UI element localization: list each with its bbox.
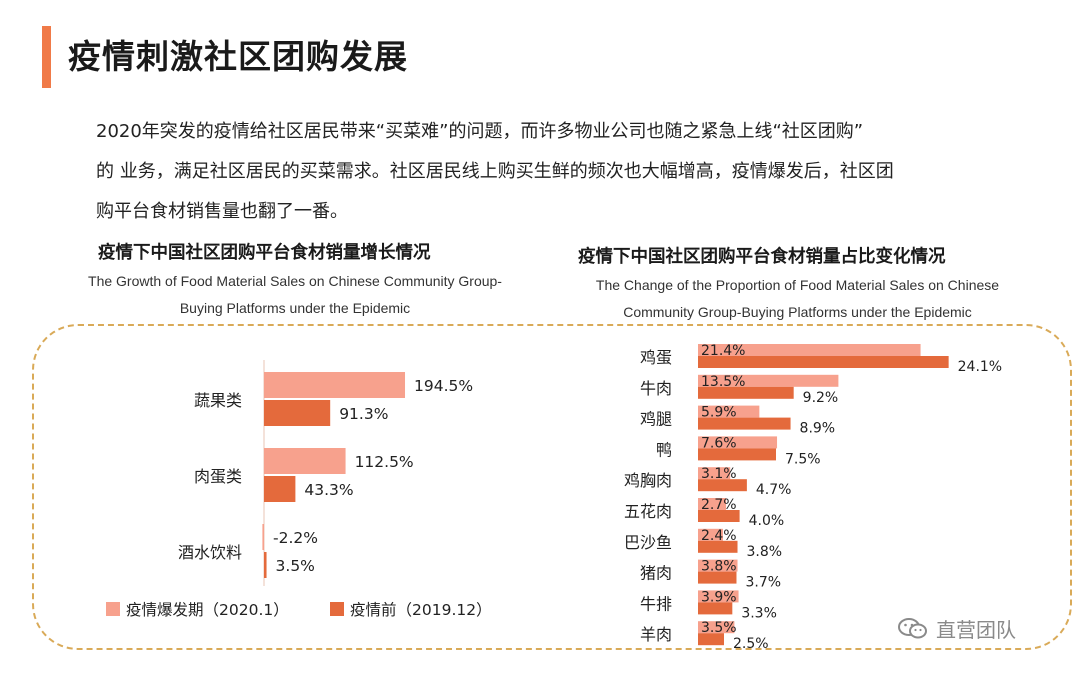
legend-swatch bbox=[330, 602, 344, 616]
intro-line: 的 业务，满足社区居民的买菜需求。社区居民线上购买生鲜的频次也大幅增高，疫情爆发… bbox=[96, 161, 894, 182]
category-label: 酒水饮料 bbox=[178, 543, 242, 562]
watermark-text: 直营团队 bbox=[936, 618, 1016, 642]
bar bbox=[698, 559, 738, 572]
bar bbox=[698, 436, 778, 449]
category-label: 鸡胸肉 bbox=[624, 471, 672, 490]
data-label: -2.2% bbox=[273, 529, 318, 547]
bar bbox=[698, 417, 791, 430]
data-label: 21.4% bbox=[701, 343, 745, 359]
category-label: 肉蛋类 bbox=[194, 467, 242, 486]
category-label: 鸡腿 bbox=[640, 410, 672, 429]
legend-label: 疫情爆发期（2020.1） bbox=[126, 600, 289, 619]
data-label: 3.9% bbox=[701, 589, 737, 605]
data-label: 194.5% bbox=[414, 377, 473, 395]
page-title: 疫情刺激社区团购发展 bbox=[68, 37, 408, 76]
data-label: 91.3% bbox=[339, 405, 388, 423]
category-label: 牛排 bbox=[640, 594, 672, 613]
category-label: 巴沙鱼 bbox=[624, 533, 672, 552]
bar bbox=[698, 479, 747, 492]
category-label: 猪肉 bbox=[640, 564, 672, 583]
charts-dashed-frame bbox=[32, 324, 1072, 650]
bar bbox=[698, 528, 723, 541]
legend-swatch bbox=[106, 602, 120, 616]
data-label: 5.9% bbox=[701, 405, 737, 421]
left-chart-subtitle: The Growth of Food Material Sales on Chi… bbox=[40, 268, 550, 322]
right-chart-title: 疫情下中国社区团购平台食材销量占比变化情况 bbox=[578, 247, 946, 267]
data-label: 3.8% bbox=[747, 544, 783, 560]
bar bbox=[698, 405, 760, 418]
data-label: 3.5% bbox=[276, 557, 315, 575]
data-label: 112.5% bbox=[355, 453, 414, 471]
bar bbox=[698, 633, 724, 646]
bar bbox=[698, 374, 839, 387]
data-label: 2.7% bbox=[701, 497, 737, 513]
title-accent-bar bbox=[42, 26, 51, 88]
right-chart-subtitle-line: Community Group-Buying Platforms under t… bbox=[623, 304, 972, 320]
data-label: 8.9% bbox=[800, 421, 836, 437]
bar bbox=[698, 386, 794, 399]
bar bbox=[264, 552, 267, 578]
bar bbox=[698, 344, 921, 356]
left-chart-subtitle-line: Buying Platforms under the Epidemic bbox=[179, 300, 411, 316]
intro-line: 购平台食材销售量也翻了一番。 bbox=[96, 201, 348, 222]
left-chart-title: 疫情下中国社区团购平台食材销量增长情况 bbox=[98, 243, 431, 263]
intro-paragraph: 2020年突发的疫情给社区居民带来“买菜难”的问题，而许多物业公司也随之紧急上线… bbox=[96, 112, 1026, 232]
bar bbox=[698, 356, 949, 368]
watermark: 直营团队 bbox=[898, 614, 1016, 643]
wechat-icon bbox=[898, 617, 928, 641]
data-label: 7.5% bbox=[785, 451, 821, 467]
bar bbox=[698, 571, 737, 584]
data-label: 7.6% bbox=[701, 435, 737, 451]
legend-label: 疫情前（2019.12） bbox=[350, 601, 492, 619]
bar bbox=[698, 467, 731, 480]
category-label: 羊肉 bbox=[640, 625, 672, 644]
category-label: 鸭 bbox=[656, 440, 672, 459]
data-label: 2.4% bbox=[701, 528, 737, 544]
bar bbox=[262, 524, 264, 550]
bar bbox=[698, 510, 740, 522]
bar bbox=[698, 602, 733, 615]
right-chart-subtitle: The Change of the Proportion of Food Mat… bbox=[555, 272, 1040, 326]
bar bbox=[264, 372, 406, 398]
category-label: 蔬果类 bbox=[194, 391, 242, 410]
data-label: 3.3% bbox=[741, 605, 777, 621]
data-label: 13.5% bbox=[701, 374, 745, 390]
category-label: 五花肉 bbox=[624, 502, 672, 521]
left-chart-subtitle-line: The Growth of Food Material Sales on Chi… bbox=[88, 273, 502, 289]
data-label: 3.8% bbox=[701, 559, 737, 575]
bar bbox=[698, 448, 776, 461]
bar bbox=[264, 448, 346, 474]
category-label: 鸡蛋 bbox=[640, 348, 672, 367]
bar bbox=[264, 400, 331, 426]
bar bbox=[698, 498, 727, 510]
intro-line: 2020年突发的疫情给社区居民带来“买菜难”的问题，而许多物业公司也随之紧急上线… bbox=[96, 121, 864, 142]
data-label: 4.0% bbox=[749, 513, 785, 529]
data-label: 3.7% bbox=[745, 575, 781, 591]
bar bbox=[698, 621, 735, 634]
category-label: 牛肉 bbox=[640, 379, 672, 398]
right-chart-subtitle-line: The Change of the Proportion of Food Mat… bbox=[595, 277, 1000, 293]
bar bbox=[698, 590, 739, 603]
data-label: 24.1% bbox=[958, 359, 1002, 375]
data-label: 3.1% bbox=[701, 466, 737, 482]
bar bbox=[264, 476, 296, 502]
data-label: 3.5% bbox=[701, 620, 737, 636]
data-label: 43.3% bbox=[304, 481, 353, 499]
data-label: 4.7% bbox=[756, 482, 792, 498]
data-label: 9.2% bbox=[803, 390, 839, 406]
data-label: 2.5% bbox=[733, 636, 769, 652]
bar bbox=[698, 540, 738, 553]
